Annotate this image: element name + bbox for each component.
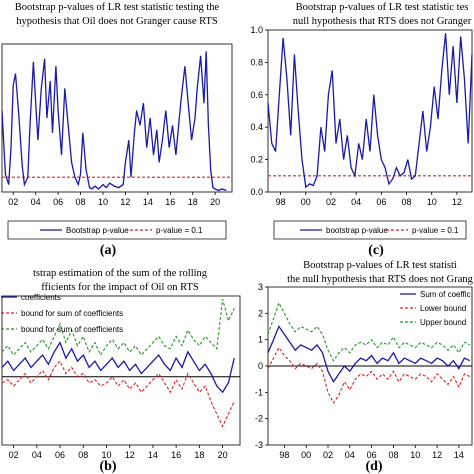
legend-label-d-1: Lower bound — [420, 304, 466, 313]
x-tick-label-d: 08 — [388, 450, 398, 460]
x-tick-label-b: 14 — [148, 450, 158, 460]
x-tick-label-d: 00 — [301, 450, 311, 460]
series-line-b-0 — [1, 341, 235, 394]
x-tick-label-d: 14 — [454, 450, 464, 460]
legend-box-a — [7, 220, 227, 240]
legend-label-a-1: p-value = 0.1 — [156, 226, 203, 235]
series-line-c-0 — [267, 33, 473, 189]
chart-title-a: hypothesis that Oil does not Granger cau… — [16, 16, 218, 27]
x-tick-label-b: 10 — [101, 450, 111, 460]
chart-title-c: Bootstrap p-values of LR test statistic … — [296, 2, 469, 13]
panel-label-a: (a) — [100, 243, 117, 258]
x-tick-label-a: 02 — [8, 197, 18, 207]
plot-frame-c — [267, 29, 473, 193]
panel-label-b: (b) — [99, 459, 116, 474]
legend-label-b-2: bound for sum of coefficients — [21, 325, 123, 334]
x-tick-label-a: 04 — [31, 197, 41, 207]
y-tick-label-d: 2 — [258, 308, 263, 318]
legend-label-d-2: Upper bound — [420, 318, 466, 327]
y-tick-label-c: 1.0 — [250, 25, 263, 35]
x-tick-label-b: 04 — [32, 450, 42, 460]
legend-label-d-0: Sum of coeffic — [420, 290, 471, 299]
y-tick-label-c: 0.6 — [250, 90, 263, 100]
x-tick-label-c: 08 — [402, 197, 412, 207]
chart-title-a: Bootstrap p-values of LR test statistic … — [15, 2, 220, 13]
chart-title-b: tstrap estimation of the sum of the roll… — [33, 268, 208, 279]
y-tick-label-d: -2 — [255, 414, 263, 424]
x-tick-label-a: 08 — [76, 197, 86, 207]
panel-label-c: (c) — [368, 243, 384, 258]
x-tick-label-b: 16 — [171, 450, 181, 460]
series-line-b-2 — [1, 298, 235, 357]
x-tick-label-a: 20 — [210, 197, 220, 207]
y-tick-label-d: -1 — [255, 387, 263, 397]
x-tick-label-b: 18 — [194, 450, 204, 460]
legend-box-c — [273, 220, 467, 240]
y-tick-label-c: 0.0 — [250, 187, 263, 197]
x-tick-label-b: 12 — [125, 450, 135, 460]
chart-title-c: null hypothesis that RTS does not Grange… — [293, 16, 472, 27]
x-tick-label-a: 18 — [188, 197, 198, 207]
panel-label-d: (d) — [365, 459, 382, 474]
y-tick-label-d: -3 — [255, 440, 263, 450]
x-tick-label-d: 06 — [367, 450, 377, 460]
x-tick-label-a: 14 — [143, 197, 153, 207]
legend-label-c-0: bootstrap p-value — [326, 226, 388, 235]
y-tick-label-d: 1 — [258, 335, 263, 345]
y-tick-label-d: 0 — [258, 361, 263, 371]
series-line-a-0 — [1, 51, 227, 192]
series-line-b-1 — [1, 360, 235, 428]
x-tick-label-b: 02 — [9, 450, 19, 460]
legend-label-b-1: bound for sum of coefficients — [21, 309, 123, 318]
x-tick-label-c: 02 — [326, 197, 336, 207]
x-tick-label-d: 12 — [432, 450, 442, 460]
x-tick-label-a: 16 — [165, 197, 175, 207]
x-tick-label-c: 04 — [351, 197, 361, 207]
x-tick-label-b: 06 — [55, 450, 65, 460]
x-tick-label-a: 06 — [53, 197, 63, 207]
x-tick-label-b: 08 — [78, 450, 88, 460]
x-tick-label-c: 00 — [301, 197, 311, 207]
y-tick-label-c: 0.2 — [250, 155, 263, 165]
chart-title-d: Bootstrap p-values of LR test statisti — [303, 260, 457, 271]
x-tick-label-d: 02 — [323, 450, 333, 460]
chart-title-d: the null hypothesis that RTS does not Gr… — [287, 274, 473, 285]
x-tick-label-d: 10 — [410, 450, 420, 460]
x-tick-label-a: 10 — [98, 197, 108, 207]
chart-title-b: fficients for the impact of Oil on RTS — [41, 282, 199, 293]
legend-label-c-1: p-value = 0.1 — [412, 226, 459, 235]
plot-frame-b — [1, 295, 241, 446]
legend-label-a-0: Bootstrap p-value — [66, 226, 129, 235]
y-tick-label-d: 3 — [258, 282, 263, 292]
x-tick-label-c: 12 — [452, 197, 462, 207]
x-tick-label-d: 04 — [345, 450, 355, 460]
y-tick-label-c: 0.8 — [250, 57, 263, 67]
x-tick-label-a: 12 — [120, 197, 130, 207]
y-tick-label-c: 0.4 — [250, 122, 263, 132]
series-line-d-2 — [267, 301, 471, 362]
x-tick-label-d: 98 — [279, 450, 289, 460]
x-tick-label-c: 06 — [376, 197, 386, 207]
series-line-d-0 — [267, 325, 471, 384]
x-tick-label-c: 98 — [276, 197, 286, 207]
x-tick-label-b: 20 — [218, 450, 228, 460]
x-tick-label-c: 10 — [427, 197, 437, 207]
legend-label-b-0: coefficients — [21, 293, 61, 302]
series-line-d-1 — [267, 346, 471, 404]
